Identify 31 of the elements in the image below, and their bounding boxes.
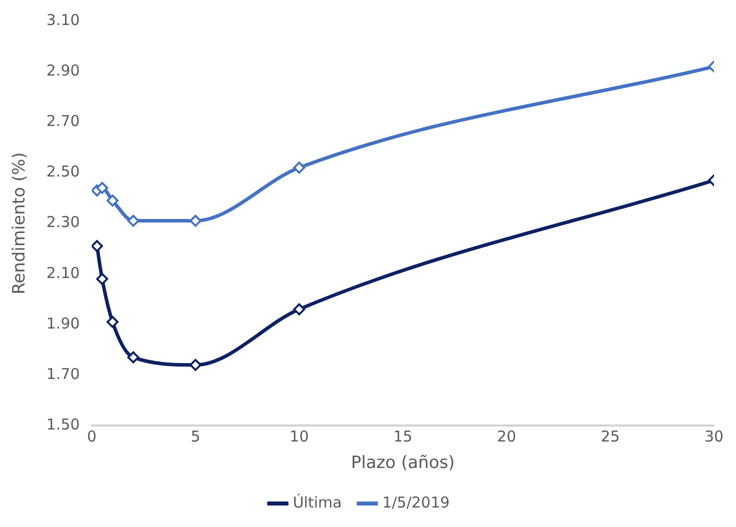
- point: [106, 316, 119, 328]
- x-tick-label: 5: [190, 427, 200, 446]
- y-axis-title: Rendimiento (%): [10, 152, 30, 294]
- y-tick-label: 2.30: [46, 213, 80, 232]
- x-tick-label: 20: [497, 427, 516, 446]
- point: [96, 182, 108, 194]
- x-tick-label: 25: [600, 427, 620, 446]
- x-axis-title: Plazo (años): [350, 453, 455, 474]
- y-tick-label: 2.90: [46, 61, 80, 80]
- point: [293, 303, 306, 316]
- y-tick-label: 2.50: [46, 162, 80, 181]
- point: [293, 162, 306, 174]
- y-tick-label: 2.70: [46, 112, 80, 130]
- x-tick-label: 0: [87, 427, 97, 446]
- point: [127, 351, 140, 364]
- point: [96, 272, 108, 285]
- point: [190, 358, 202, 371]
- point: [92, 240, 103, 252]
- y-tick-label: 3.10: [46, 10, 80, 29]
- legend-label: 1/5/2019: [382, 493, 450, 512]
- y-tick-label: 2.10: [46, 264, 80, 282]
- x-tick-label: 15: [393, 427, 412, 446]
- y-tick-label: 1.50: [46, 415, 80, 434]
- point: [106, 194, 119, 207]
- y-tick-label: 1.90: [46, 314, 80, 332]
- point: [127, 214, 140, 227]
- point: [190, 214, 202, 227]
- y-tick-label: 1.70: [46, 364, 80, 383]
- x-tick-label: 10: [290, 427, 309, 446]
- legend-label: Última: [292, 493, 342, 512]
- x-tick-label: 30: [704, 427, 724, 446]
